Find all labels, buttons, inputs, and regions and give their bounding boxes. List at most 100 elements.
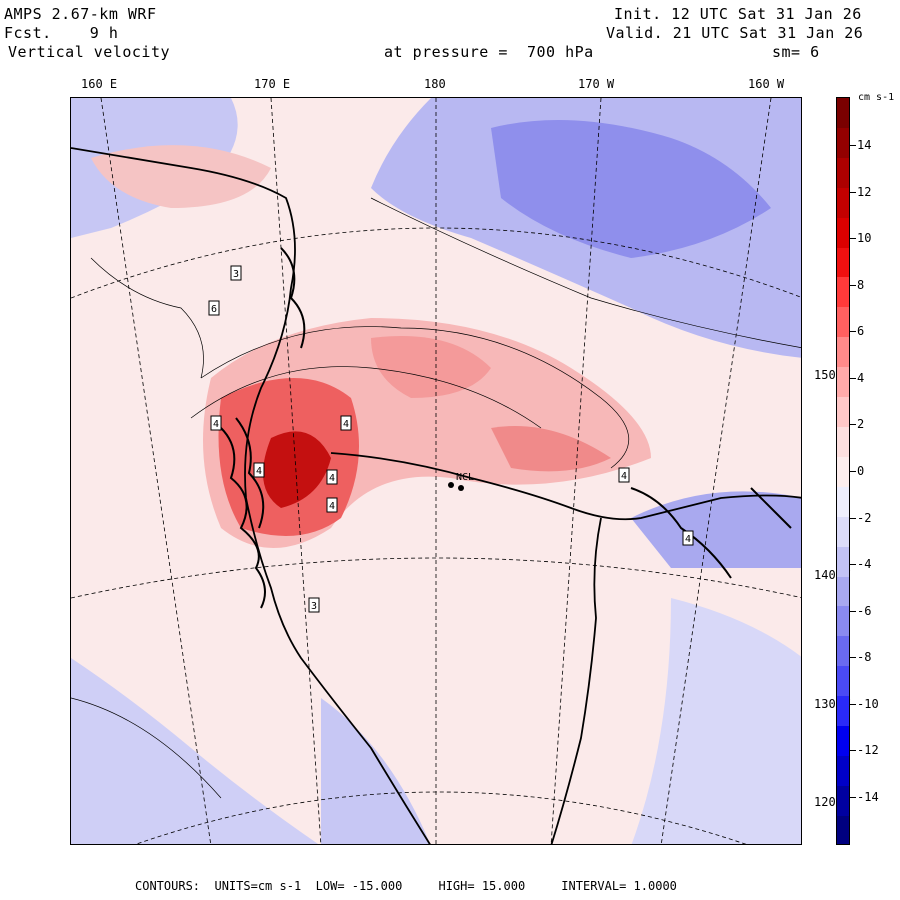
station-label: 4: [213, 419, 219, 430]
colorbar-label: -4: [857, 557, 872, 572]
coastline-east: [550, 517, 602, 844]
colorbar-label: -6: [857, 603, 872, 618]
steep-contour-clusters: [220, 247, 792, 609]
contour-lines: [71, 197, 801, 799]
station-box: [208, 300, 220, 316]
station-box: [618, 467, 630, 483]
colorbar-label: 12: [857, 184, 872, 199]
station-box: [210, 415, 222, 431]
colorbar-swatch: [837, 606, 849, 637]
lon-label-160e: 160 E: [81, 77, 118, 91]
colorbar-tick: [850, 703, 856, 705]
parallel-80s: [71, 557, 801, 599]
colorbar-label: 6: [857, 324, 865, 339]
contour-cluster-east-range: [630, 487, 732, 579]
station-box: [230, 265, 242, 281]
colorbar-tick: [850, 750, 856, 752]
colorbar-label: -14: [857, 790, 879, 804]
station-label: 4: [685, 534, 691, 545]
meridian-160w: [660, 98, 772, 844]
ascent-regions: [91, 145, 651, 548]
colorbar-tick: [850, 797, 856, 798]
station-box: [308, 597, 320, 613]
contour-line: [190, 366, 542, 429]
low-value: LOW= -15.000: [315, 879, 403, 893]
descent-region-south: [321, 698, 431, 844]
descent-regions: [71, 98, 801, 844]
station-box: [340, 415, 352, 431]
colorbar-swatch: [837, 516, 849, 547]
colorbar-swatch: [837, 277, 849, 308]
colorbar-swatch: [837, 247, 849, 278]
colorbar-swatch: [837, 157, 849, 188]
colorbar-swatch: [837, 98, 849, 128]
colorbar-label: 8: [857, 277, 865, 292]
station-dot: [458, 485, 464, 491]
ascent-max-transantarctic: [263, 431, 331, 508]
colorbar-tick: [850, 564, 856, 566]
pressure-value: 700 hPa: [526, 43, 594, 61]
station-box: [326, 469, 338, 485]
contour-cluster-transantarctic: [220, 427, 266, 609]
lon-label-160w: 160 W: [748, 77, 785, 91]
colorbar-tick: [850, 284, 856, 286]
station-label: 4: [329, 473, 335, 484]
colorbar-swatch: [837, 785, 849, 816]
colorbar-label: 0: [857, 464, 865, 478]
station-label-ncl: NCL: [456, 472, 474, 483]
colorbar-swatch: [837, 546, 849, 577]
coastline-west: [71, 147, 431, 844]
colorbar-swatch: [837, 307, 849, 338]
ascent-region-north: [91, 145, 271, 208]
colorbar-swatch: [837, 666, 849, 697]
station-box: [326, 497, 338, 513]
parallel-85s: [135, 791, 747, 844]
contour-cluster-east-edge: [750, 487, 792, 529]
colorbar-label: -8: [857, 650, 872, 665]
contour-line: [71, 697, 222, 799]
station-label: 3: [233, 269, 239, 280]
descent-region-southwest: [71, 658, 319, 844]
ascent-band-east: [491, 426, 611, 472]
colorbar-swatch: [837, 636, 849, 667]
ascent-region-ross-ice-shelf: [371, 336, 491, 398]
colorbar-swatch: [837, 486, 849, 517]
colorbar-swatch: [837, 726, 849, 756]
colorbar-label: -2: [857, 510, 872, 525]
contours-label: CONTOURS:: [135, 879, 201, 893]
station-label: 4: [256, 466, 262, 477]
contour-line: [90, 257, 204, 379]
map-svg: NCL 4 4 4 4 4 4 3 6 4 3: [71, 98, 801, 844]
colorbar-swatch: [837, 755, 849, 786]
ice-shelf-front: [330, 452, 801, 521]
colorbar-tick: [850, 191, 856, 193]
stations: NCL 4 4 4 4 4 4 3 6 4 3: [208, 265, 694, 613]
valid-time: Valid. 21 UTC Sat 31 Jan 26: [606, 24, 864, 42]
coastline: [71, 147, 801, 844]
colorbar-label: 2: [857, 417, 865, 432]
colorbar-units: cm s-1: [858, 92, 895, 103]
colorbar-tick: [850, 471, 856, 472]
station-box: [253, 462, 265, 478]
forecast-line: Fcst. 9 h: [4, 23, 118, 43]
colorbar-tick: [850, 145, 856, 146]
contour-cluster-transantarctic-2: [235, 417, 265, 529]
colorbar-tick: [850, 331, 856, 333]
lon-label-180: 180: [424, 77, 446, 91]
field-name: Vertical velocity: [8, 43, 171, 61]
colorbar-swatch: [837, 815, 849, 844]
station-label: 4: [621, 471, 627, 482]
meridian-160e: [100, 98, 212, 844]
colorbar-tick: [850, 377, 856, 379]
parallel-70s: [71, 227, 801, 299]
contour-line: [370, 197, 801, 348]
forecast-hours: 9 h: [89, 24, 119, 42]
colorbar-label: -12: [857, 743, 879, 758]
colorbar-tick: [850, 424, 856, 426]
colorbar-tick: [850, 610, 856, 612]
colorbar-swatch: [837, 456, 849, 487]
colorbar-swatch: [837, 127, 849, 158]
init-time: Init. 12 UTC Sat 31 Jan 26: [614, 5, 862, 23]
station-dot-ncl: [448, 482, 454, 488]
colorbar-swatch: [837, 696, 849, 727]
